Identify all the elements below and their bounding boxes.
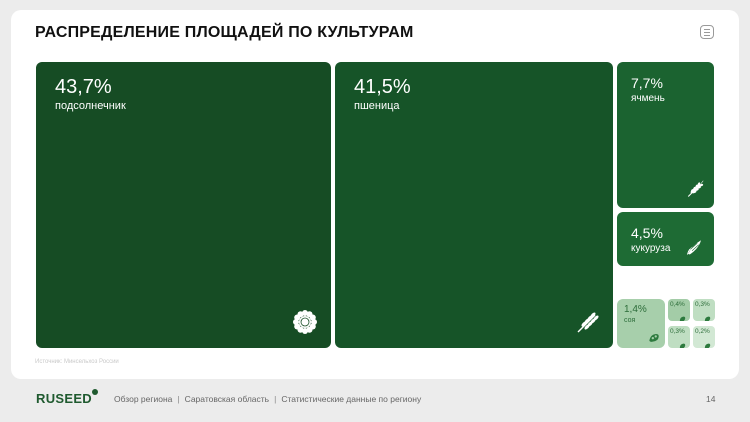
ruseed-logo: RUSEED (36, 389, 98, 406)
treemap-tile[interactable]: 1,4% соя (617, 299, 665, 348)
treemap-tile[interactable]: 7,7% ячмень (617, 62, 714, 208)
crop-icon (703, 310, 712, 321)
menu-lines-icon[interactable] (700, 25, 714, 39)
treemap-tile[interactable]: 0,3% (668, 326, 690, 348)
wheat-icon (575, 310, 599, 334)
page-number: 14 (706, 394, 716, 404)
tile-value: 43,7% (55, 76, 112, 98)
tile-label: пшеница (354, 100, 400, 112)
tile-value: 0,4% (670, 301, 685, 308)
treemap-tile[interactable]: 43,7% подсолнечник (36, 62, 331, 348)
barley-icon (686, 180, 704, 198)
tile-value: 7,7% (631, 75, 663, 91)
chart-card: РАСПРЕДЕЛЕНИЕ ПЛОЩАДЕЙ ПО КУЛЬТУРАМ 43,7… (11, 10, 739, 379)
tile-value: 0,3% (695, 301, 710, 308)
tile-value: 1,4% (624, 304, 647, 315)
tile-value: 0,2% (695, 328, 710, 335)
sunflower-icon (293, 310, 317, 334)
treemap-tile[interactable]: 41,5% пшеница (335, 62, 613, 348)
breadcrumb-item-stats[interactable]: Статистические данные по региону (281, 394, 422, 404)
crop-icon (678, 337, 687, 348)
tile-value: 4,5% (631, 225, 663, 241)
tile-value: 41,5% (354, 76, 411, 98)
tile-value: 0,3% (670, 328, 685, 335)
tile-label: соя (624, 317, 636, 324)
tile-label: подсолнечник (55, 100, 126, 112)
soybean-icon (647, 330, 661, 344)
breadcrumb-item-region[interactable]: Саратовская область (184, 394, 270, 404)
crop-icon (703, 337, 712, 348)
treemap-tile[interactable]: 0,4% (668, 299, 690, 321)
treemap-tile[interactable]: 4,5% кукуруза (617, 212, 714, 266)
logo-registered-mark (92, 389, 98, 395)
treemap-tile[interactable]: 0,3% (693, 299, 715, 321)
tile-label: ячмень (631, 93, 665, 104)
breadcrumb-item-overview[interactable]: Обзор региона (114, 394, 173, 404)
breadcrumb: Обзор региона | Саратовская область | Статис… (114, 394, 422, 404)
page-title: РАСПРЕДЕЛЕНИЕ ПЛОЩАДЕЙ ПО КУЛЬТУРАМ (35, 24, 414, 41)
corn-icon (686, 238, 704, 256)
crop-icon (678, 310, 687, 321)
source-note: Источник: Минсельхоз России (35, 359, 119, 365)
treemap-tile[interactable]: 0,2% (693, 326, 715, 348)
tile-label: кукуруза (631, 243, 671, 254)
